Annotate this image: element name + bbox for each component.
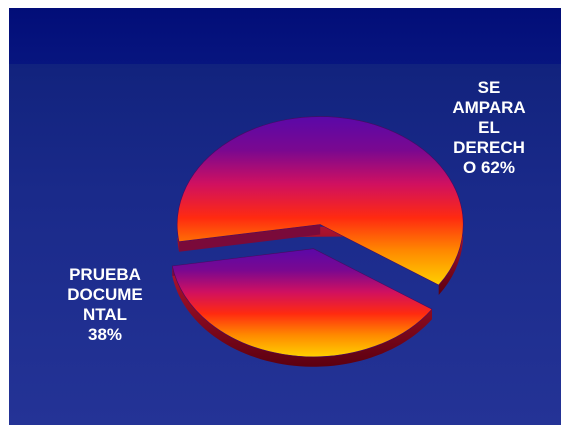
slice-label-line: SE [477,78,501,97]
slice-label-line: 38% [87,325,123,344]
pie-chart [171,116,464,367]
slice-label-line: O 62% [463,158,515,177]
pie-slice-side-1 [172,266,433,367]
slide-background: SE AMPARA EL DERECH O 62% PRUEBA DOCUME … [9,8,561,425]
slice-label-line: DOCUME [67,285,143,304]
pie-slice-0 [176,116,464,286]
title-band [9,8,561,64]
pie-slice-1 [171,248,433,358]
slice-label-line: PRUEBA [69,265,141,284]
slice-label-se-ampara: SE AMPARA EL DERECH O 62% [445,78,533,178]
slice-label-line: EL [478,118,500,137]
slice-label-prueba-documental: PRUEBA DOCUME NTAL 38% [61,265,149,345]
slice-label-line: DERECH [453,138,525,157]
pie-slice-wall-0 [179,224,321,252]
slice-label-line: NTAL [82,305,128,324]
slice-label-line: AMPARA [452,98,526,117]
